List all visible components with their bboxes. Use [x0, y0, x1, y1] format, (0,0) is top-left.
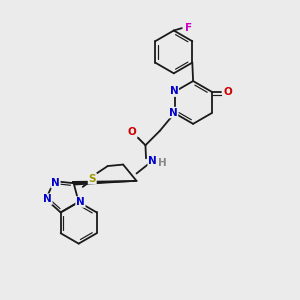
Text: N: N [169, 108, 178, 118]
Polygon shape [72, 181, 136, 185]
Text: S: S [88, 173, 96, 184]
Text: N: N [148, 156, 157, 166]
Text: N: N [169, 86, 178, 96]
Text: H: H [158, 158, 167, 168]
Text: N: N [51, 178, 60, 188]
Text: O: O [128, 127, 137, 137]
Text: O: O [223, 87, 232, 97]
Text: N: N [76, 197, 85, 207]
Text: N: N [43, 194, 52, 204]
Text: F: F [185, 23, 192, 33]
